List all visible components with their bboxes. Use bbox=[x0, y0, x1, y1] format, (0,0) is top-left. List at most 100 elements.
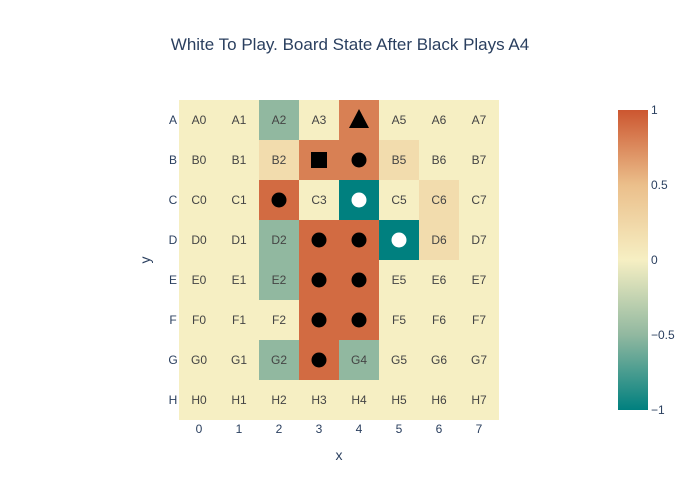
cell-E7[interactable] bbox=[459, 260, 499, 300]
cell-A5[interactable] bbox=[379, 100, 419, 140]
cell-label: B7 bbox=[472, 153, 487, 167]
cell-label: H3 bbox=[311, 393, 327, 407]
cell-label: F7 bbox=[472, 313, 486, 327]
cell-H2[interactable] bbox=[259, 380, 299, 420]
cell-D6[interactable] bbox=[419, 220, 459, 260]
cell-C7[interactable] bbox=[459, 180, 499, 220]
cell-H7[interactable] bbox=[459, 380, 499, 420]
cell-label: B0 bbox=[192, 153, 207, 167]
y-tick-label: H bbox=[169, 393, 178, 407]
cell-labels: A0 A1 A2 A3 A5 A6 A7 B0 B1 B2 B5 B6 B7 C0 C1 C3 C5 C6 C7 D0… bbox=[191, 113, 487, 407]
cell-label: A2 bbox=[272, 113, 287, 127]
x-tick-label: 7 bbox=[476, 422, 483, 436]
cell-B7[interactable] bbox=[459, 140, 499, 180]
cell-E6[interactable] bbox=[419, 260, 459, 300]
cell-C6[interactable] bbox=[419, 180, 459, 220]
cell-H1[interactable] bbox=[219, 380, 259, 420]
cell-label: C6 bbox=[431, 193, 447, 207]
y-tick-label: C bbox=[169, 193, 178, 207]
black-circle-F3 bbox=[311, 312, 327, 328]
cell-C5[interactable] bbox=[379, 180, 419, 220]
board-pieces bbox=[271, 109, 407, 368]
cell-D7[interactable] bbox=[459, 220, 499, 260]
cell-F7[interactable] bbox=[459, 300, 499, 340]
cell-label: G5 bbox=[391, 353, 407, 367]
cell-label: A0 bbox=[192, 113, 207, 127]
y-axis-ticks: A B C D E F G H bbox=[168, 113, 177, 407]
cell-label: A7 bbox=[472, 113, 487, 127]
cell-H3[interactable] bbox=[299, 380, 339, 420]
cell-F5[interactable] bbox=[379, 300, 419, 340]
cell-D1[interactable] bbox=[219, 220, 259, 260]
cell-G5[interactable] bbox=[379, 340, 419, 380]
x-tick-label: 3 bbox=[316, 422, 323, 436]
cell-H4[interactable] bbox=[339, 380, 379, 420]
cell-label: H0 bbox=[191, 393, 207, 407]
cell-label: G4 bbox=[351, 353, 367, 367]
cell-E0[interactable] bbox=[179, 260, 219, 300]
cell-G4[interactable] bbox=[339, 340, 379, 380]
black-circle-C2 bbox=[271, 192, 287, 208]
cell-label: C7 bbox=[471, 193, 487, 207]
cell-C0[interactable] bbox=[179, 180, 219, 220]
white-circle-C4 bbox=[351, 192, 367, 208]
black-circle-G3 bbox=[311, 352, 327, 368]
colorbar-tick-label: −1 bbox=[651, 403, 665, 417]
cell-label: C1 bbox=[231, 193, 247, 207]
x-tick-label: 1 bbox=[236, 422, 243, 436]
cell-F2[interactable] bbox=[259, 300, 299, 340]
cell-H6[interactable] bbox=[419, 380, 459, 420]
cell-A2[interactable] bbox=[259, 100, 299, 140]
cell-H0[interactable] bbox=[179, 380, 219, 420]
cell-A1[interactable] bbox=[219, 100, 259, 140]
cell-E1[interactable] bbox=[219, 260, 259, 300]
cell-E2[interactable] bbox=[259, 260, 299, 300]
cell-E5[interactable] bbox=[379, 260, 419, 300]
y-tick-label: A bbox=[169, 113, 177, 127]
cell-B1[interactable] bbox=[219, 140, 259, 180]
cell-label: A3 bbox=[312, 113, 327, 127]
cell-label: C5 bbox=[391, 193, 407, 207]
black-triangle-A4 bbox=[349, 109, 369, 128]
colorbar-tick-label: 1 bbox=[651, 103, 658, 117]
cell-G1[interactable] bbox=[219, 340, 259, 380]
cell-label: E1 bbox=[232, 273, 247, 287]
cell-label: A5 bbox=[392, 113, 407, 127]
cell-F0[interactable] bbox=[179, 300, 219, 340]
cell-H5[interactable] bbox=[379, 380, 419, 420]
cell-label: H1 bbox=[231, 393, 247, 407]
cell-label: F5 bbox=[392, 313, 406, 327]
cell-A0[interactable] bbox=[179, 100, 219, 140]
y-tick-label: G bbox=[168, 353, 177, 367]
cell-G6[interactable] bbox=[419, 340, 459, 380]
cell-label: G2 bbox=[271, 353, 287, 367]
cell-label: F2 bbox=[272, 313, 286, 327]
colorbar-tick-label: −0.5 bbox=[651, 328, 675, 342]
cell-F6[interactable] bbox=[419, 300, 459, 340]
cell-label: A1 bbox=[232, 113, 247, 127]
white-circle-D5 bbox=[391, 232, 407, 248]
cell-G2[interactable] bbox=[259, 340, 299, 380]
cell-C3[interactable] bbox=[299, 180, 339, 220]
cell-label: B6 bbox=[432, 153, 447, 167]
cell-label: F6 bbox=[432, 313, 446, 327]
cell-label: G0 bbox=[191, 353, 207, 367]
cell-A7[interactable] bbox=[459, 100, 499, 140]
cell-B2[interactable] bbox=[259, 140, 299, 180]
cell-A3[interactable] bbox=[299, 100, 339, 140]
cell-D2[interactable] bbox=[259, 220, 299, 260]
cell-C1[interactable] bbox=[219, 180, 259, 220]
cell-label: D6 bbox=[431, 233, 447, 247]
cell-B5[interactable] bbox=[379, 140, 419, 180]
cell-A6[interactable] bbox=[419, 100, 459, 140]
cell-B6[interactable] bbox=[419, 140, 459, 180]
cell-G7[interactable] bbox=[459, 340, 499, 380]
cell-label: C0 bbox=[191, 193, 207, 207]
cell-label: G6 bbox=[431, 353, 447, 367]
cell-D0[interactable] bbox=[179, 220, 219, 260]
cell-label: E5 bbox=[392, 273, 407, 287]
cell-B0[interactable] bbox=[179, 140, 219, 180]
x-tick-label: 4 bbox=[356, 422, 363, 436]
cell-F1[interactable] bbox=[219, 300, 259, 340]
cell-G0[interactable] bbox=[179, 340, 219, 380]
